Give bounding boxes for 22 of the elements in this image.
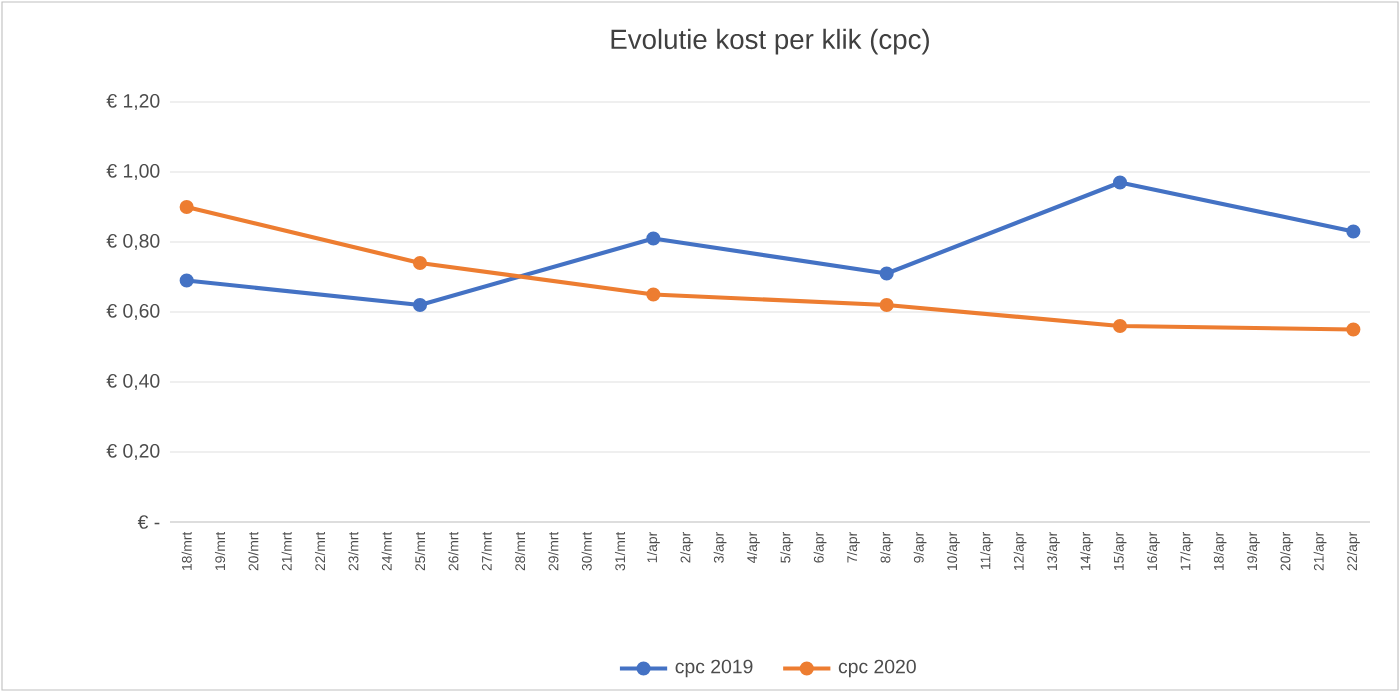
point (179, 273, 194, 288)
point (646, 287, 661, 302)
point (646, 231, 661, 246)
point (1112, 175, 1128, 190)
y-tick-label: € 1,20 (106, 94, 160, 110)
y-tick-label: € - (137, 515, 160, 529)
point (412, 255, 428, 271)
y-tick-label: € 0,80 (106, 234, 160, 250)
y-tick-label: € 0,60 (106, 304, 160, 320)
y-tick-label: € 1,00 (106, 164, 160, 180)
y-tick-label: € 0,20 (106, 444, 160, 460)
y-tick-label: € 0,40 (106, 374, 160, 390)
point (1346, 322, 1361, 337)
point (179, 199, 194, 215)
chart-title: Evolutie kost per klik (cpc) (611, 28, 929, 55)
legend-label: cpc 2019 (675, 659, 753, 678)
point (1112, 318, 1128, 334)
point (879, 266, 894, 281)
legend-label: cpc 2020 (838, 659, 916, 678)
point (1346, 224, 1361, 239)
point (879, 297, 894, 313)
point (412, 297, 428, 313)
